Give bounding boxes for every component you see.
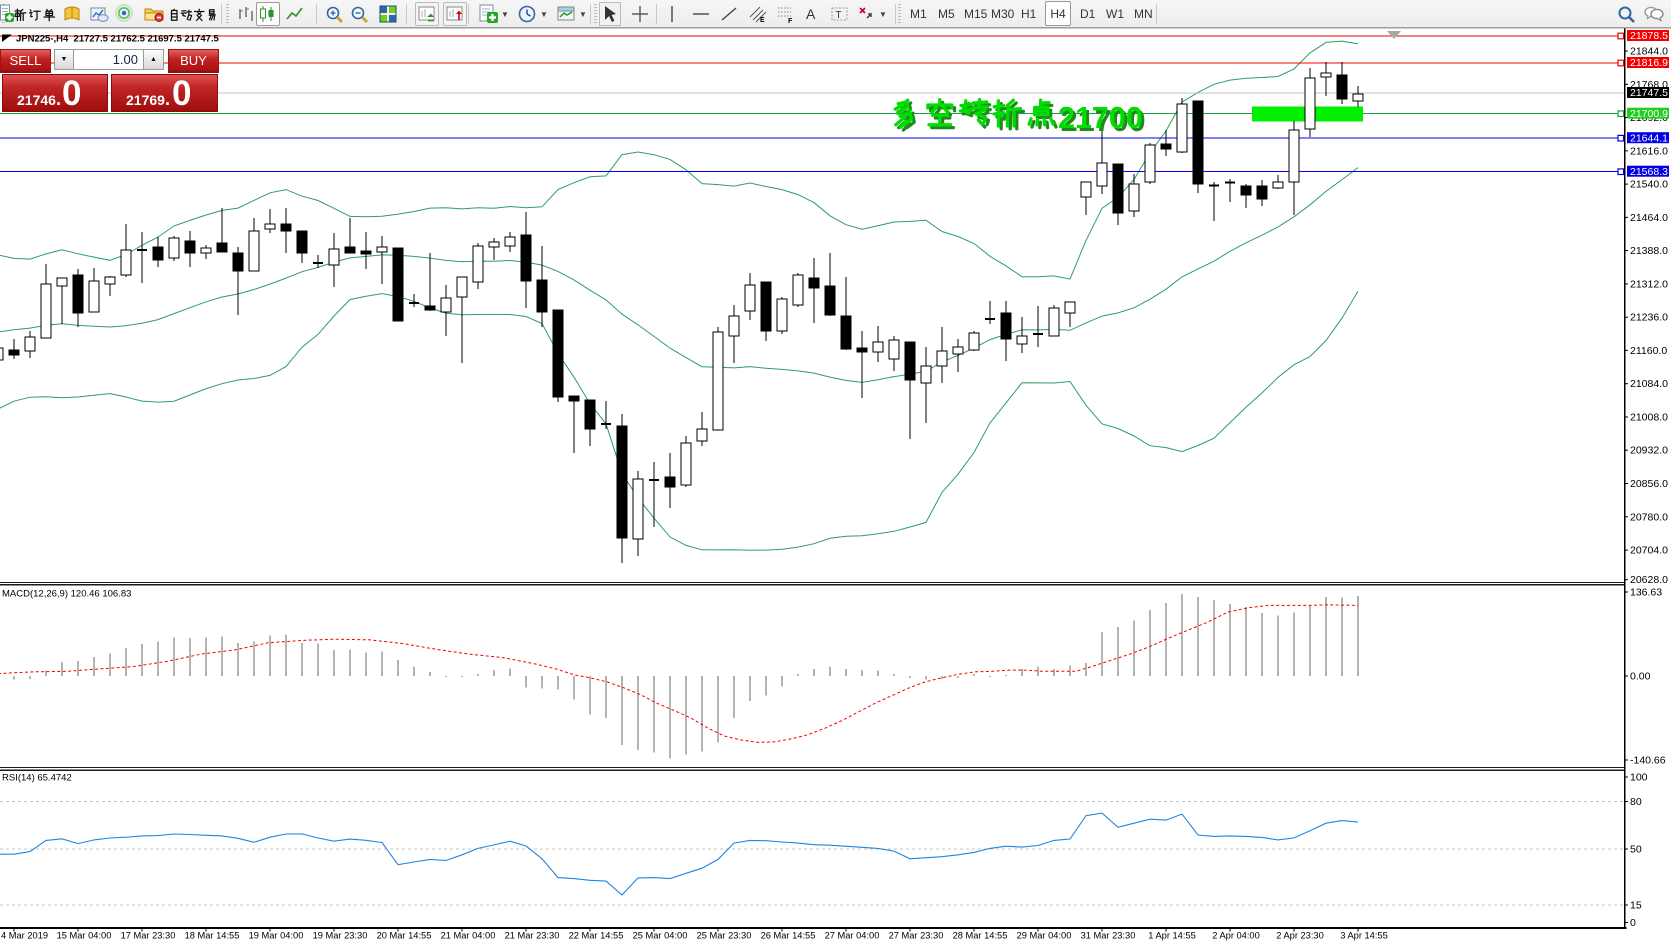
svg-text:21464.0: 21464.0 (1630, 212, 1668, 224)
svg-text:26 Mar 14:55: 26 Mar 14:55 (761, 931, 816, 941)
svg-text:136.63: 136.63 (1630, 587, 1662, 599)
svg-text:21816.9: 21816.9 (1630, 57, 1668, 69)
svg-text:20 Mar 14:55: 20 Mar 14:55 (377, 931, 432, 941)
svg-text:2 Apr 04:00: 2 Apr 04:00 (1212, 931, 1260, 941)
svg-text:RSI(14) 65.4742: RSI(14) 65.4742 (2, 773, 72, 784)
svg-text:31 Mar 23:30: 31 Mar 23:30 (1081, 931, 1136, 941)
svg-text:100: 100 (1630, 772, 1648, 784)
svg-text:25 Mar 23:30: 25 Mar 23:30 (697, 931, 752, 941)
svg-text:15 Mar 04:00: 15 Mar 04:00 (57, 931, 112, 941)
svg-text:20628.0: 20628.0 (1630, 574, 1668, 586)
svg-text:21160.0: 21160.0 (1630, 345, 1667, 357)
svg-text:4 Mar 2019: 4 Mar 2019 (1, 931, 48, 941)
svg-text:21 Mar 23:30: 21 Mar 23:30 (505, 931, 560, 941)
svg-text:17 Mar 23:30: 17 Mar 23:30 (121, 931, 176, 941)
svg-text:0.00: 0.00 (1630, 671, 1651, 683)
svg-text:27 Mar 23:30: 27 Mar 23:30 (889, 931, 944, 941)
svg-text:21700.9: 21700.9 (1630, 108, 1668, 120)
svg-text:19 Mar 04:00: 19 Mar 04:00 (249, 931, 304, 941)
svg-text:1 Apr 14:55: 1 Apr 14:55 (1148, 931, 1196, 941)
svg-text:21008.0: 21008.0 (1630, 411, 1668, 423)
svg-text:20856.0: 20856.0 (1630, 478, 1668, 490)
svg-text:21388.0: 21388.0 (1630, 245, 1668, 257)
svg-text:21540.0: 21540.0 (1630, 179, 1668, 191)
svg-text:21844.0: 21844.0 (1630, 46, 1668, 58)
svg-text:21616.0: 21616.0 (1630, 145, 1668, 157)
svg-text:E: E (760, 17, 765, 23)
svg-text:21568.3: 21568.3 (1630, 166, 1668, 178)
svg-text:T: T (836, 10, 842, 21)
svg-text:80: 80 (1630, 796, 1642, 808)
svg-text:MACD(12,26,9) 120.46 106.83: MACD(12,26,9) 120.46 106.83 (2, 589, 131, 600)
svg-text:28 Mar 14:55: 28 Mar 14:55 (953, 931, 1008, 941)
svg-text:21084.0: 21084.0 (1630, 378, 1668, 390)
svg-text:25 Mar 04:00: 25 Mar 04:00 (633, 931, 688, 941)
svg-text:21747.5: 21747.5 (1630, 87, 1668, 99)
svg-text:18 Mar 14:55: 18 Mar 14:55 (185, 931, 240, 941)
svg-text:15: 15 (1630, 900, 1642, 912)
svg-text:21312.0: 21312.0 (1630, 278, 1668, 290)
svg-text:21 Mar 04:00: 21 Mar 04:00 (441, 931, 496, 941)
svg-text:F: F (788, 18, 793, 23)
svg-text:20932.0: 20932.0 (1630, 445, 1668, 457)
svg-text:50: 50 (1630, 844, 1642, 856)
svg-text:19 Mar 23:30: 19 Mar 23:30 (313, 931, 368, 941)
svg-text:27 Mar 04:00: 27 Mar 04:00 (825, 931, 880, 941)
svg-text:3 Apr 14:55: 3 Apr 14:55 (1340, 931, 1388, 941)
svg-text:-140.66: -140.66 (1630, 755, 1666, 767)
svg-text:21878.5: 21878.5 (1630, 30, 1668, 42)
svg-text:JPN225-,H4 21727.5 21762.5 21: JPN225-,H4 21727.5 21762.5 21697.5 21747… (16, 34, 220, 45)
svg-text:0: 0 (1630, 917, 1636, 929)
svg-text:20704.0: 20704.0 (1630, 545, 1668, 557)
svg-text:22 Mar 14:55: 22 Mar 14:55 (569, 931, 624, 941)
svg-text:2 Apr 23:30: 2 Apr 23:30 (1276, 931, 1324, 941)
svg-text:21644.1: 21644.1 (1630, 132, 1668, 144)
svg-text:21236.0: 21236.0 (1630, 312, 1668, 324)
svg-text:29 Mar 04:00: 29 Mar 04:00 (1017, 931, 1072, 941)
svg-text:20780.0: 20780.0 (1630, 511, 1668, 523)
